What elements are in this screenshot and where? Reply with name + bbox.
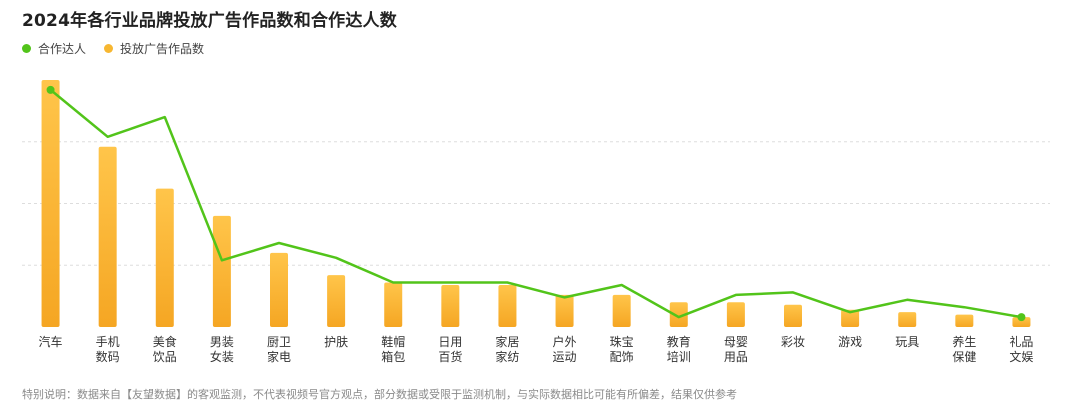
x-tick-label: 饮品 <box>153 350 177 364</box>
x-tick-label: 汽车 <box>39 334 63 349</box>
bar[interactable] <box>898 312 917 327</box>
bar[interactable] <box>612 294 631 327</box>
x-tick-label: 保健 <box>952 350 976 364</box>
legend-label-ad-works: 投放广告作品数 <box>120 42 205 56</box>
x-tick-label: 培训 <box>667 349 691 364</box>
bar[interactable] <box>212 215 231 327</box>
legend-label-creators: 合作达人 <box>38 42 87 56</box>
bar[interactable] <box>384 282 403 327</box>
x-tick-label: 户外 <box>553 334 577 349</box>
line-point[interactable] <box>1017 313 1026 322</box>
legend-item-ad-works[interactable]: 投放广告作品数 <box>104 40 204 57</box>
bar[interactable] <box>726 302 745 327</box>
x-tick-label: 日用 <box>438 335 462 349</box>
legend-dot-creators <box>22 44 31 53</box>
bar[interactable] <box>1012 317 1031 327</box>
x-tick-label: 母婴 <box>724 335 748 349</box>
x-tick-label: 礼品 <box>1009 334 1033 349</box>
x-tick-label: 数码 <box>96 349 120 364</box>
x-tick-label: 家纺 <box>495 349 519 364</box>
bar[interactable] <box>270 252 288 327</box>
bar[interactable] <box>841 309 860 327</box>
line-path <box>49 88 1022 319</box>
x-tick-label: 配饰 <box>610 350 634 364</box>
x-tick-label: 鞋帽 <box>381 334 405 349</box>
x-tick-label: 用品 <box>724 350 748 364</box>
legend: 合作达人 投放广告作品数 <box>22 40 222 57</box>
x-tick-label: 护肤 <box>324 334 348 349</box>
x-tick-label: 彩妆 <box>781 335 805 349</box>
bar[interactable] <box>98 146 117 327</box>
chart-title: 2024年各行业品牌投放广告作品数和合作达人数 <box>22 11 397 31</box>
x-tick-label: 家居 <box>495 334 519 349</box>
x-tick-label: 文娱 <box>1009 349 1033 364</box>
legend-item-creators[interactable]: 合作达人 <box>22 40 86 57</box>
bar[interactable] <box>155 188 174 327</box>
grid-lines <box>22 141 1050 266</box>
x-tick-label: 游戏 <box>838 335 862 349</box>
bar[interactable] <box>441 285 460 327</box>
x-tick-label: 手机 <box>96 335 120 349</box>
x-tick-label: 厨卫 <box>267 335 291 349</box>
line-point[interactable] <box>46 85 55 94</box>
bar[interactable] <box>498 285 517 327</box>
x-tick-label: 珠宝 <box>610 335 634 349</box>
bar[interactable] <box>555 294 574 327</box>
x-tick-label: 教育 <box>667 334 691 349</box>
footnote: 特别说明：数据来自【友望数据】的客观监测，不代表视频号官方观点，部分数据或受限于… <box>22 388 737 401</box>
x-tick-label: 百货 <box>438 349 462 364</box>
x-tick-label: 养生 <box>952 334 976 349</box>
legend-dot-ad-works <box>104 44 114 53</box>
x-tick-label: 女装 <box>210 349 234 364</box>
bar[interactable] <box>784 304 802 327</box>
x-tick-label: 男装 <box>210 335 234 349</box>
bar[interactable] <box>669 302 688 327</box>
bar-series <box>41 80 1031 327</box>
x-tick-label: 运动 <box>553 350 577 364</box>
x-tick-label: 家电 <box>267 349 291 364</box>
line-series <box>46 85 1026 322</box>
bar[interactable] <box>955 314 974 327</box>
x-tick-label: 美食 <box>153 334 177 349</box>
bar[interactable] <box>327 275 346 327</box>
x-tick-label: 箱包 <box>381 349 405 364</box>
x-tick-label: 玩具 <box>895 335 919 349</box>
bar[interactable] <box>41 80 60 327</box>
